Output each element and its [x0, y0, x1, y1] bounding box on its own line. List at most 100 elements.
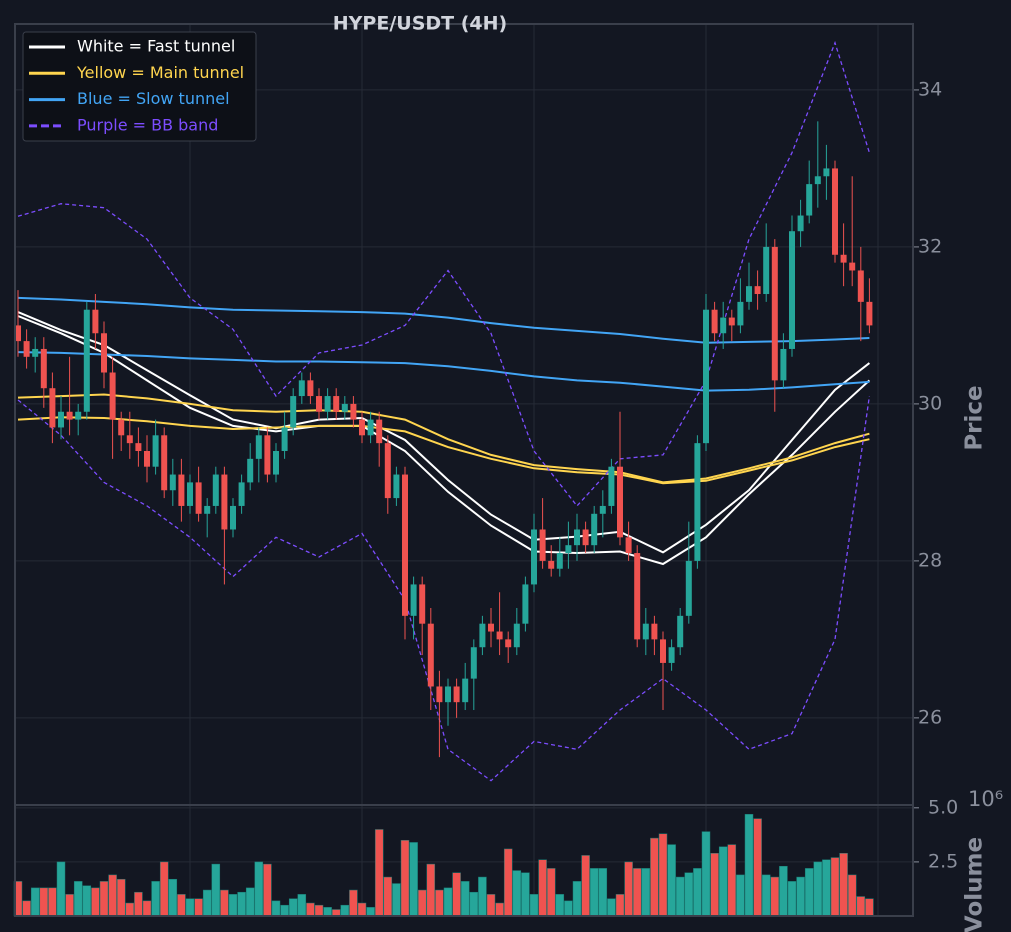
indicator-line — [17, 315, 871, 566]
candle-body — [470, 647, 477, 679]
volume-bar — [779, 865, 788, 917]
volume-bar — [73, 881, 83, 917]
volume-bar — [82, 885, 92, 917]
volume-bar — [39, 887, 49, 917]
volume-bar — [314, 904, 324, 917]
volume-bar — [856, 896, 866, 917]
volume-bar — [202, 889, 212, 917]
candle-body — [376, 419, 383, 444]
candle-body — [126, 435, 133, 444]
y-tick-label: 28 — [918, 549, 942, 571]
candle-body — [273, 450, 279, 475]
candle-body — [118, 419, 125, 436]
volume-bar — [546, 868, 556, 917]
candle-body — [565, 545, 572, 554]
volume-bar — [503, 848, 513, 917]
volume-bar — [804, 868, 814, 917]
volume-bar — [865, 898, 874, 917]
legend-label: Yellow = Main tunnel — [76, 63, 244, 82]
candle-body — [462, 678, 469, 703]
volume-bar — [435, 889, 444, 917]
candle-body — [479, 623, 486, 648]
legend-label: White = Fast tunnel — [77, 37, 235, 56]
candle-body — [539, 529, 546, 561]
candle-body — [230, 505, 236, 530]
volume-bar — [245, 887, 255, 917]
candle-body — [15, 325, 21, 342]
volume-bar — [426, 863, 436, 917]
candle-body — [427, 623, 434, 687]
volume-bar — [460, 881, 470, 917]
plot — [13, 40, 874, 917]
volume-bar — [538, 859, 547, 917]
candle-body — [66, 411, 73, 420]
candle-body — [651, 623, 658, 640]
volume-bar — [340, 904, 350, 917]
volume-bar — [615, 894, 625, 917]
volume-bar — [392, 883, 401, 917]
candle-body — [849, 262, 856, 271]
candle-body — [634, 553, 641, 640]
volume-bar — [607, 898, 616, 917]
volume-bar — [297, 894, 307, 917]
volume-tick-label: 2.5 — [928, 850, 958, 872]
volume-bar — [99, 881, 109, 917]
y-tick-label: 26 — [918, 706, 942, 728]
volume-bar — [357, 902, 367, 917]
candle-body — [608, 466, 615, 506]
candle-body — [152, 435, 159, 467]
candle-body — [866, 301, 873, 326]
candle-body — [703, 309, 709, 444]
volume-bar — [718, 846, 728, 917]
volume-bar — [263, 863, 272, 917]
volume-bar — [736, 874, 745, 917]
candle-body — [298, 380, 305, 397]
volume-bar — [770, 876, 780, 917]
candle-body — [23, 341, 30, 357]
volume-bar — [280, 904, 289, 917]
volume-bar — [417, 889, 427, 917]
candle-body — [642, 623, 649, 640]
indicator-line — [17, 393, 870, 484]
volume-bar — [589, 868, 599, 917]
volume-bar — [374, 829, 384, 917]
candle-body — [109, 372, 116, 420]
volume-bar — [624, 861, 633, 917]
volume-bar — [495, 902, 504, 917]
volume-bar — [168, 878, 178, 917]
volume-bar — [847, 874, 857, 917]
candle-body — [857, 270, 864, 302]
volume-bar — [30, 887, 40, 917]
candle-body — [333, 396, 340, 412]
volume-bar — [753, 818, 762, 917]
candle-body — [513, 623, 520, 648]
indicator-line — [17, 351, 870, 392]
volume-bar — [693, 868, 702, 917]
candle-body — [204, 505, 211, 514]
candle-body — [806, 184, 813, 216]
indicator-line — [17, 311, 871, 554]
volume-bar — [555, 894, 565, 917]
volume-bar — [65, 894, 74, 917]
candle-body — [178, 474, 185, 506]
volume-bar — [185, 898, 195, 917]
volume-bar — [839, 853, 848, 917]
candle-body — [840, 254, 847, 263]
volume-offset: 10⁶ — [968, 787, 1003, 811]
volume-bar — [116, 878, 126, 917]
candle-body — [720, 317, 727, 334]
volume-bar — [650, 837, 659, 917]
candle-body — [780, 348, 787, 381]
volume-bar — [572, 881, 582, 917]
candle-body — [195, 482, 202, 514]
volume-bar — [744, 814, 754, 917]
candle-body — [453, 686, 460, 703]
candle-body — [290, 396, 297, 428]
volume-bar — [151, 881, 160, 917]
volume-bar — [211, 863, 221, 917]
candle-body — [488, 623, 494, 632]
volume-bar — [667, 844, 676, 917]
candle-body — [617, 466, 623, 538]
volume-bar — [830, 857, 840, 917]
